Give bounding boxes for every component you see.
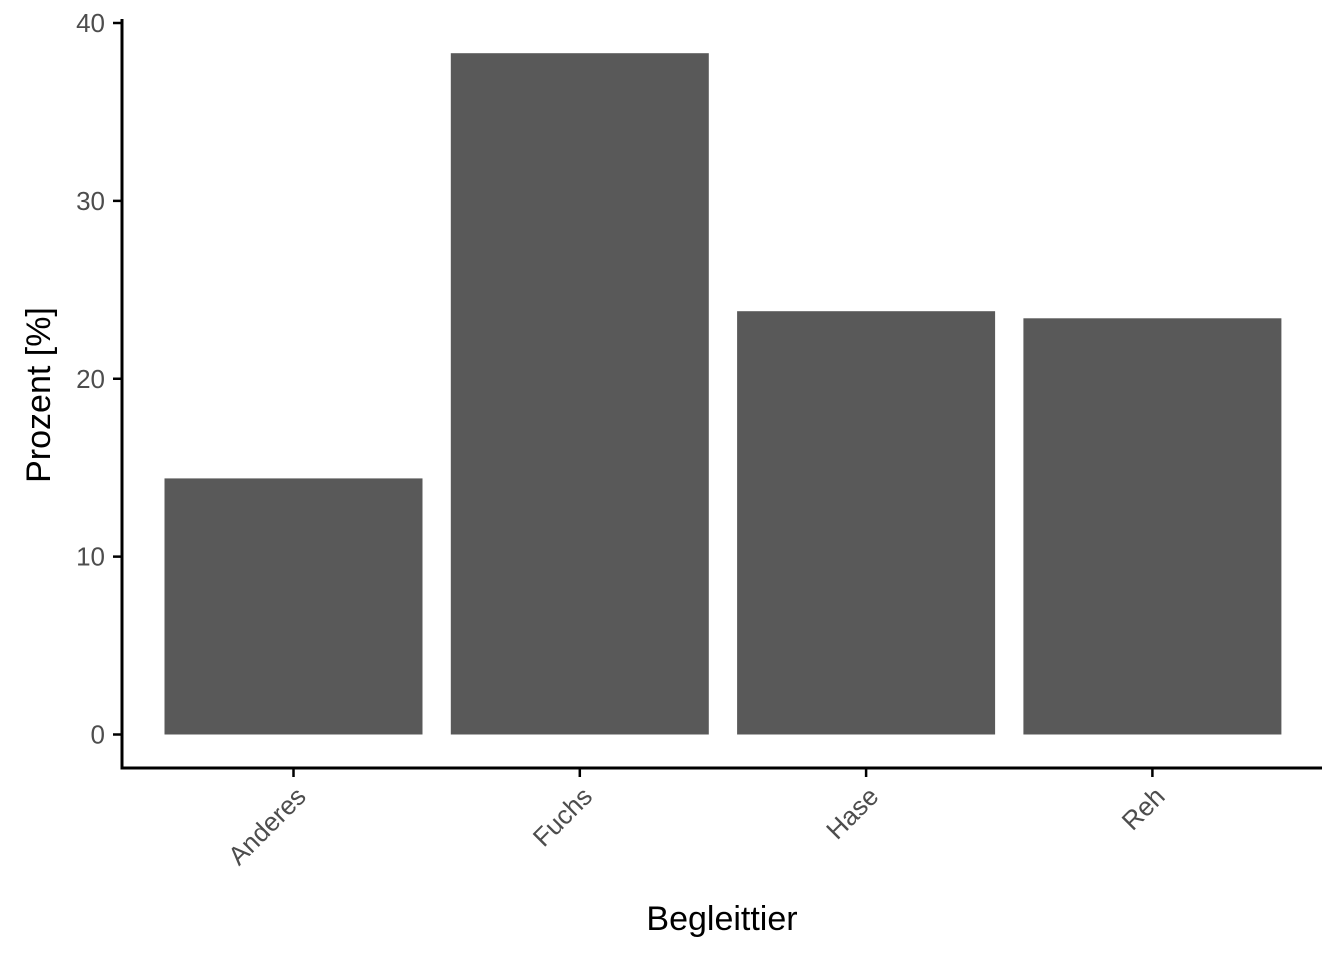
- bar-hase: [737, 311, 996, 735]
- y-tick-label: 10: [76, 542, 105, 572]
- y-tick-label: 20: [76, 364, 105, 394]
- bar-anderes: [164, 478, 423, 735]
- bars-group: [164, 53, 1282, 735]
- x-axis: Anderes Fuchs Hase Reh: [120, 766, 1322, 871]
- x-tick-label: Fuchs: [527, 781, 598, 852]
- y-axis: 0 10 20 30 40: [76, 8, 124, 770]
- x-tick-label: Hase: [820, 781, 884, 845]
- x-axis-title: Begleittier: [646, 900, 797, 938]
- y-tick-label: 30: [76, 186, 105, 216]
- y-axis-title: Prozent [%]: [20, 307, 58, 483]
- y-tick-label: 40: [76, 8, 105, 38]
- x-tick-label: Reh: [1116, 781, 1171, 836]
- x-tick-label: Anderes: [222, 781, 312, 871]
- y-tick-label: 0: [91, 720, 105, 750]
- bar-fuchs: [450, 53, 709, 735]
- bar-reh: [1023, 318, 1282, 735]
